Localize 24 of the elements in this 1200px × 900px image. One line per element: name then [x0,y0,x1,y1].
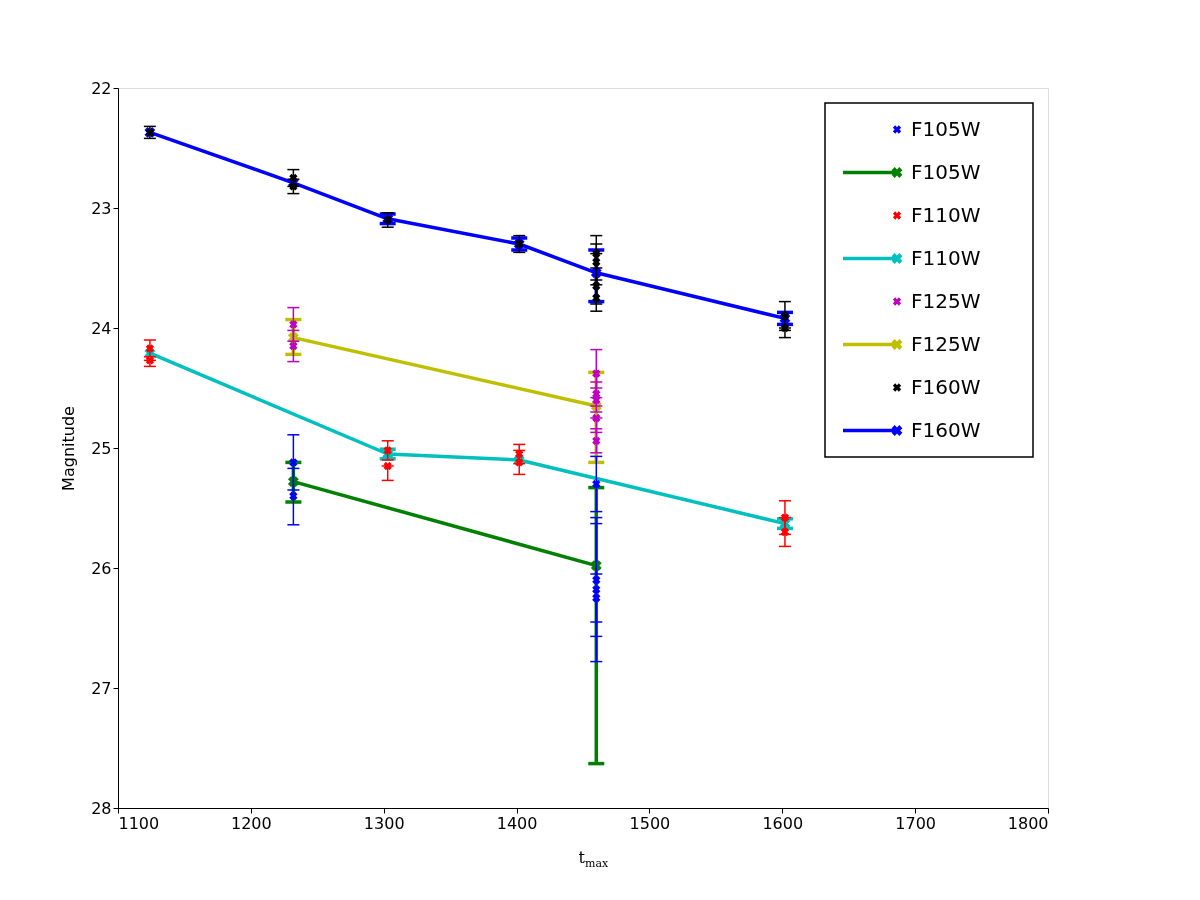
legend-label: F110W [911,202,981,227]
x-tick-label: 1100 [118,813,160,833]
x-tick-label: 1300 [363,813,405,833]
legend-label: F160W [911,417,981,442]
y-tick-label: 22 [91,78,112,98]
y-axis-title: Magnitude [59,406,79,491]
y-tick-label: 26 [91,558,112,578]
x-tick-label: 1500 [629,813,671,833]
y-tick-label: 23 [91,198,112,218]
legend-label: F125W [911,331,981,356]
x-tick-label: 1700 [895,813,936,833]
x-tick-label: 1400 [496,813,538,833]
legend-label: F125W [911,288,981,313]
legend-label: F105W [911,159,981,184]
legend-label: F160W [911,374,981,399]
legend-label: F110W [911,245,981,270]
y-tick-label: 24 [91,318,112,338]
x-tick-label: 1600 [762,813,804,833]
legend-label: F105W [911,116,981,141]
y-tick-label: 28 [91,798,112,818]
x-tick-label: 1800 [1007,813,1049,833]
x-tick-label: 1200 [231,813,272,833]
y-tick-label: 27 [91,678,112,698]
y-tick-label: 25 [91,438,112,458]
